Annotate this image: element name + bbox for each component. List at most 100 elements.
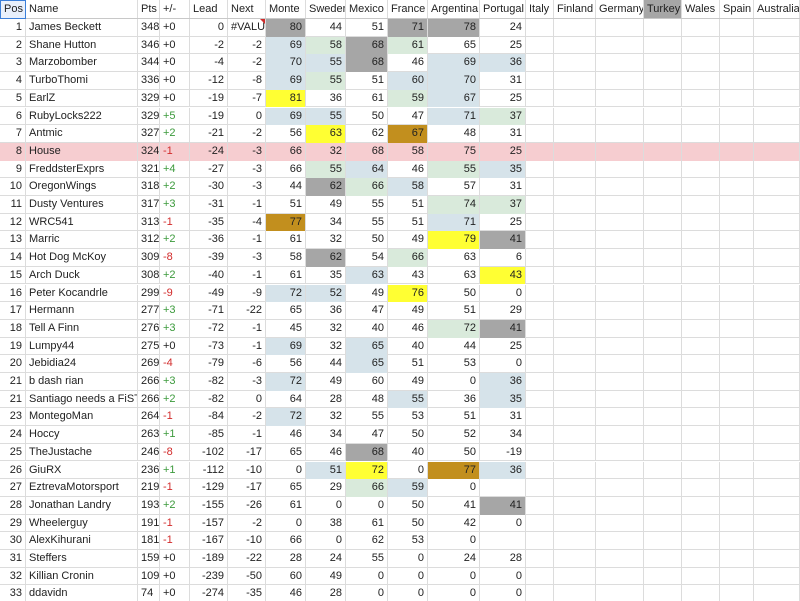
table-row[interactable]: 28 Jonathan Landry 193 +2 -155 -26 61 0 0 50 41 41 (0, 496, 800, 515)
change-cell[interactable]: +3 (160, 196, 190, 214)
score-cell-sweden[interactable]: 52 (306, 284, 346, 303)
pos-cell[interactable]: 15 (0, 266, 26, 285)
name-cell[interactable]: Hoccy (26, 426, 138, 444)
score-cell-sweden[interactable]: 49 (306, 567, 346, 586)
empty-cell[interactable] (596, 125, 644, 143)
score-cell-sweden[interactable]: 0 (306, 496, 346, 515)
points-cell[interactable]: 275 (138, 337, 160, 356)
score-cell-portugal[interactable]: 25 (480, 213, 526, 232)
score-cell-argentina[interactable]: 50 (428, 284, 480, 303)
score-cell-france[interactable]: 50 (388, 514, 428, 533)
table-row[interactable]: 20 Jebidia24 269 -4 -79 -6 56 44 65 51 53 0 (0, 355, 800, 373)
next-cell[interactable]: -1 (228, 196, 266, 214)
empty-cell[interactable] (526, 142, 554, 161)
empty-cell[interactable] (526, 19, 554, 37)
next-cell[interactable]: -9 (228, 284, 266, 303)
empty-cell[interactable] (596, 196, 644, 214)
pos-cell[interactable]: 12 (0, 213, 26, 232)
score-cell-mexico[interactable]: 49 (346, 284, 388, 303)
points-cell[interactable]: 193 (138, 496, 160, 515)
score-cell-argentina[interactable]: 79 (428, 231, 480, 250)
pos-cell[interactable]: 8 (0, 142, 26, 161)
score-cell-monte[interactable]: 58 (266, 249, 306, 267)
empty-cell[interactable] (596, 496, 644, 515)
score-cell-monte[interactable]: 72 (266, 408, 306, 427)
empty-cell[interactable] (682, 231, 720, 250)
empty-cell[interactable] (720, 461, 754, 480)
score-cell-mexico[interactable]: 47 (346, 302, 388, 320)
empty-cell[interactable] (596, 89, 644, 108)
empty-cell[interactable] (644, 160, 682, 179)
points-cell[interactable]: 159 (138, 550, 160, 568)
score-cell-sweden[interactable]: 51 (306, 461, 346, 480)
empty-cell[interactable] (554, 36, 596, 55)
score-cell-sweden[interactable]: 34 (306, 426, 346, 444)
score-cell-sweden[interactable]: 24 (306, 550, 346, 568)
pos-cell[interactable]: 11 (0, 196, 26, 214)
score-cell-mexico[interactable]: 55 (346, 213, 388, 232)
score-cell-portugal[interactable]: 0 (480, 284, 526, 303)
score-cell-sweden[interactable]: 32 (306, 142, 346, 161)
column-header-pos[interactable]: Pos (0, 0, 26, 19)
score-cell-monte[interactable]: 60 (266, 567, 306, 586)
empty-cell[interactable] (596, 426, 644, 444)
next-cell[interactable]: -2 (228, 36, 266, 55)
score-cell-sweden[interactable]: 32 (306, 231, 346, 250)
empty-cell[interactable] (526, 479, 554, 497)
score-cell-mexico[interactable]: 66 (346, 479, 388, 497)
change-cell[interactable]: +0 (160, 54, 190, 73)
score-cell-argentina[interactable]: 75 (428, 142, 480, 161)
empty-cell[interactable] (596, 408, 644, 427)
empty-cell[interactable] (596, 532, 644, 550)
score-cell-france[interactable]: 59 (388, 479, 428, 497)
empty-cell[interactable] (554, 550, 596, 568)
empty-cell[interactable] (554, 426, 596, 444)
score-cell-portugal[interactable]: 31 (480, 178, 526, 196)
empty-cell[interactable] (644, 142, 682, 161)
change-cell[interactable]: +4 (160, 160, 190, 179)
empty-cell[interactable] (720, 426, 754, 444)
score-cell-mexico[interactable]: 40 (346, 319, 388, 338)
name-cell[interactable]: b dash rian (26, 373, 138, 391)
change-cell[interactable]: +1 (160, 426, 190, 444)
change-cell[interactable]: +0 (160, 567, 190, 586)
points-cell[interactable]: 74 (138, 585, 160, 601)
score-cell-portugal[interactable]: 24 (480, 19, 526, 37)
empty-cell[interactable] (682, 284, 720, 303)
name-cell[interactable]: Jonathan Landry (26, 496, 138, 515)
column-header-next[interactable]: Next (228, 0, 266, 18)
empty-cell[interactable] (596, 337, 644, 356)
empty-cell[interactable] (682, 532, 720, 550)
empty-cell[interactable] (596, 567, 644, 586)
empty-cell[interactable] (554, 390, 596, 409)
table-row[interactable]: 24 Hoccy 263 +1 -85 -1 46 34 47 50 52 34 (0, 426, 800, 444)
empty-cell[interactable] (644, 514, 682, 533)
name-cell[interactable]: FreddsterExprs (26, 160, 138, 179)
name-cell[interactable]: Dusty Ventures (26, 196, 138, 214)
empty-cell[interactable] (554, 249, 596, 267)
name-cell[interactable]: OregonWings (26, 178, 138, 196)
score-cell-sweden[interactable]: 44 (306, 19, 346, 37)
empty-cell[interactable] (644, 585, 682, 601)
lead-cell[interactable]: -35 (190, 213, 228, 232)
score-cell-mexico[interactable]: 62 (346, 125, 388, 143)
score-cell-portugal[interactable]: 0 (480, 567, 526, 586)
empty-cell[interactable] (754, 125, 800, 143)
points-cell[interactable]: 264 (138, 408, 160, 427)
change-cell[interactable]: -1 (160, 479, 190, 497)
empty-cell[interactable] (644, 532, 682, 550)
empty-cell[interactable] (554, 408, 596, 427)
empty-cell[interactable] (596, 319, 644, 338)
empty-cell[interactable] (720, 284, 754, 303)
empty-cell[interactable] (754, 514, 800, 533)
empty-cell[interactable] (644, 213, 682, 232)
empty-cell[interactable] (754, 142, 800, 161)
score-cell-mexico[interactable]: 55 (346, 196, 388, 214)
score-cell-mexico[interactable]: 68 (346, 443, 388, 462)
empty-cell[interactable] (682, 443, 720, 462)
score-cell-portugal[interactable]: 25 (480, 89, 526, 108)
table-row[interactable]: 23 MontegoMan 264 -1 -84 -2 72 32 55 53 51 31 (0, 408, 800, 427)
empty-cell[interactable] (682, 107, 720, 126)
empty-cell[interactable] (682, 585, 720, 601)
empty-cell[interactable] (596, 302, 644, 320)
